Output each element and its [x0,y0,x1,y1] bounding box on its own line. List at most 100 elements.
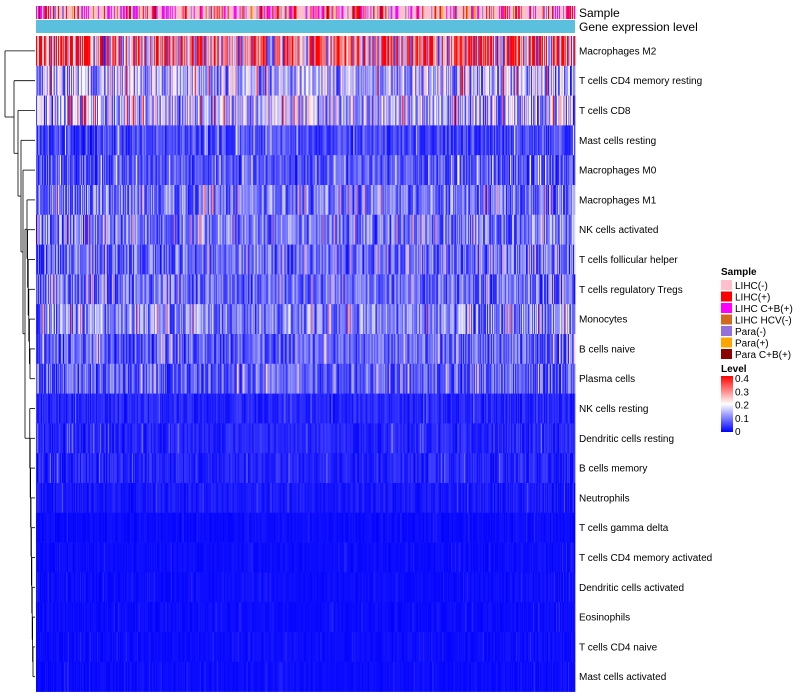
heatmap-cell [269,155,271,186]
heatmap-cell [360,95,362,126]
heatmap-cell [431,36,433,67]
sample-annotation-cell [338,6,340,19]
heatmap-cell [332,95,334,126]
heatmap-cell [460,155,462,186]
heatmap-cell [262,65,264,96]
heatmap-cell [302,65,304,96]
heatmap-cell [571,185,573,216]
heatmap-cell [529,95,531,126]
heatmap-cell [387,95,389,126]
heatmap-cell [84,244,87,275]
heatmap-cell [514,214,516,245]
heatmap-cell [228,95,230,126]
heatmap-cell [517,65,519,96]
heatmap-cell [538,214,540,245]
heatmap-cell [554,95,556,126]
heatmap-cell [90,125,93,156]
heatmap-cell [334,36,336,67]
heatmap-cell [45,244,48,275]
heatmap-cell [44,65,47,96]
heatmap-cell [222,244,224,275]
heatmap-cell [497,185,499,216]
heatmap-cell [236,244,238,275]
heatmap-cell [454,65,456,96]
heatmap-cell [73,95,76,126]
heatmap-cell [198,214,201,245]
heatmap-cell [59,125,62,156]
heatmap-cell [126,185,129,216]
heatmap-cell [515,214,517,245]
heatmap-cell [103,155,106,186]
heatmap-cell [239,95,241,126]
heatmap-cell [455,36,457,67]
sample-annotation-cell [485,6,487,19]
heatmap-cell [234,36,236,67]
heatmap-cell [49,185,52,216]
heatmap-cell [235,36,237,67]
heatmap-cell [76,214,79,245]
heatmap-cell [174,185,177,216]
heatmap-cell [362,36,364,67]
heatmap-cell [393,125,395,156]
heatmap-cell [537,95,539,126]
heatmap-cell [515,65,517,96]
heatmap-cell [321,95,323,126]
heatmap-cell [562,65,564,96]
heatmap-cell [399,65,401,96]
heatmap-cell [390,214,392,245]
heatmap-cell [384,95,386,126]
sample-annotation-cell [352,6,354,19]
heatmap-cell [570,214,572,245]
heatmap-cell [140,185,143,216]
heatmap-cell [50,65,53,96]
heatmap-cell [127,125,130,156]
sample-annotation-cell [493,6,495,19]
heatmap-cell [160,95,163,126]
sample-annotation-cell [506,6,508,19]
heatmap-cell [103,185,106,216]
heatmap-cell [269,214,271,245]
heatmap-cell [181,214,184,245]
heatmap-cell [162,95,165,126]
heatmap-cell [331,185,333,216]
heatmap-cell [331,214,333,245]
heatmap-cell [207,155,210,186]
heatmap-cell [61,244,64,275]
heatmap-cell [439,65,441,96]
heatmap-cell [112,36,115,67]
heatmap-cell [416,65,418,96]
heatmap-cell [497,244,499,275]
heatmap-cell [148,36,151,67]
heatmap-cell [272,65,274,96]
heatmap-cell [472,155,474,186]
heatmap-cell [135,244,138,275]
heatmap-cell [93,274,96,305]
heatmap-cell [372,95,374,126]
sample-annotation-cell [288,6,290,19]
heatmap-cell [143,214,146,245]
heatmap-cell [373,214,375,245]
heatmap-cell [572,185,574,216]
heatmap-cell [249,185,251,216]
heatmap-cell [551,185,553,216]
heatmap-cell [387,36,389,67]
heatmap-cell [382,185,384,216]
heatmap-cell [350,36,352,67]
heatmap-cell [242,214,244,245]
heatmap-cell [316,214,318,245]
heatmap-cell [398,155,400,186]
heatmap-cell [427,185,429,216]
heatmap-cell [108,65,111,96]
heatmap-cell [456,155,458,186]
heatmap-cell [145,125,148,156]
heatmap-cell [288,244,290,275]
heatmap-cell [572,214,574,245]
heatmap-cell [489,155,491,186]
row-dendrogram [4,50,35,678]
heatmap-cell [52,214,55,245]
heatmap-cell [49,36,52,67]
heatmap-cell [192,155,195,186]
heatmap-cell [104,95,107,126]
heatmap-cell [522,125,524,156]
heatmap-cell [404,36,406,67]
